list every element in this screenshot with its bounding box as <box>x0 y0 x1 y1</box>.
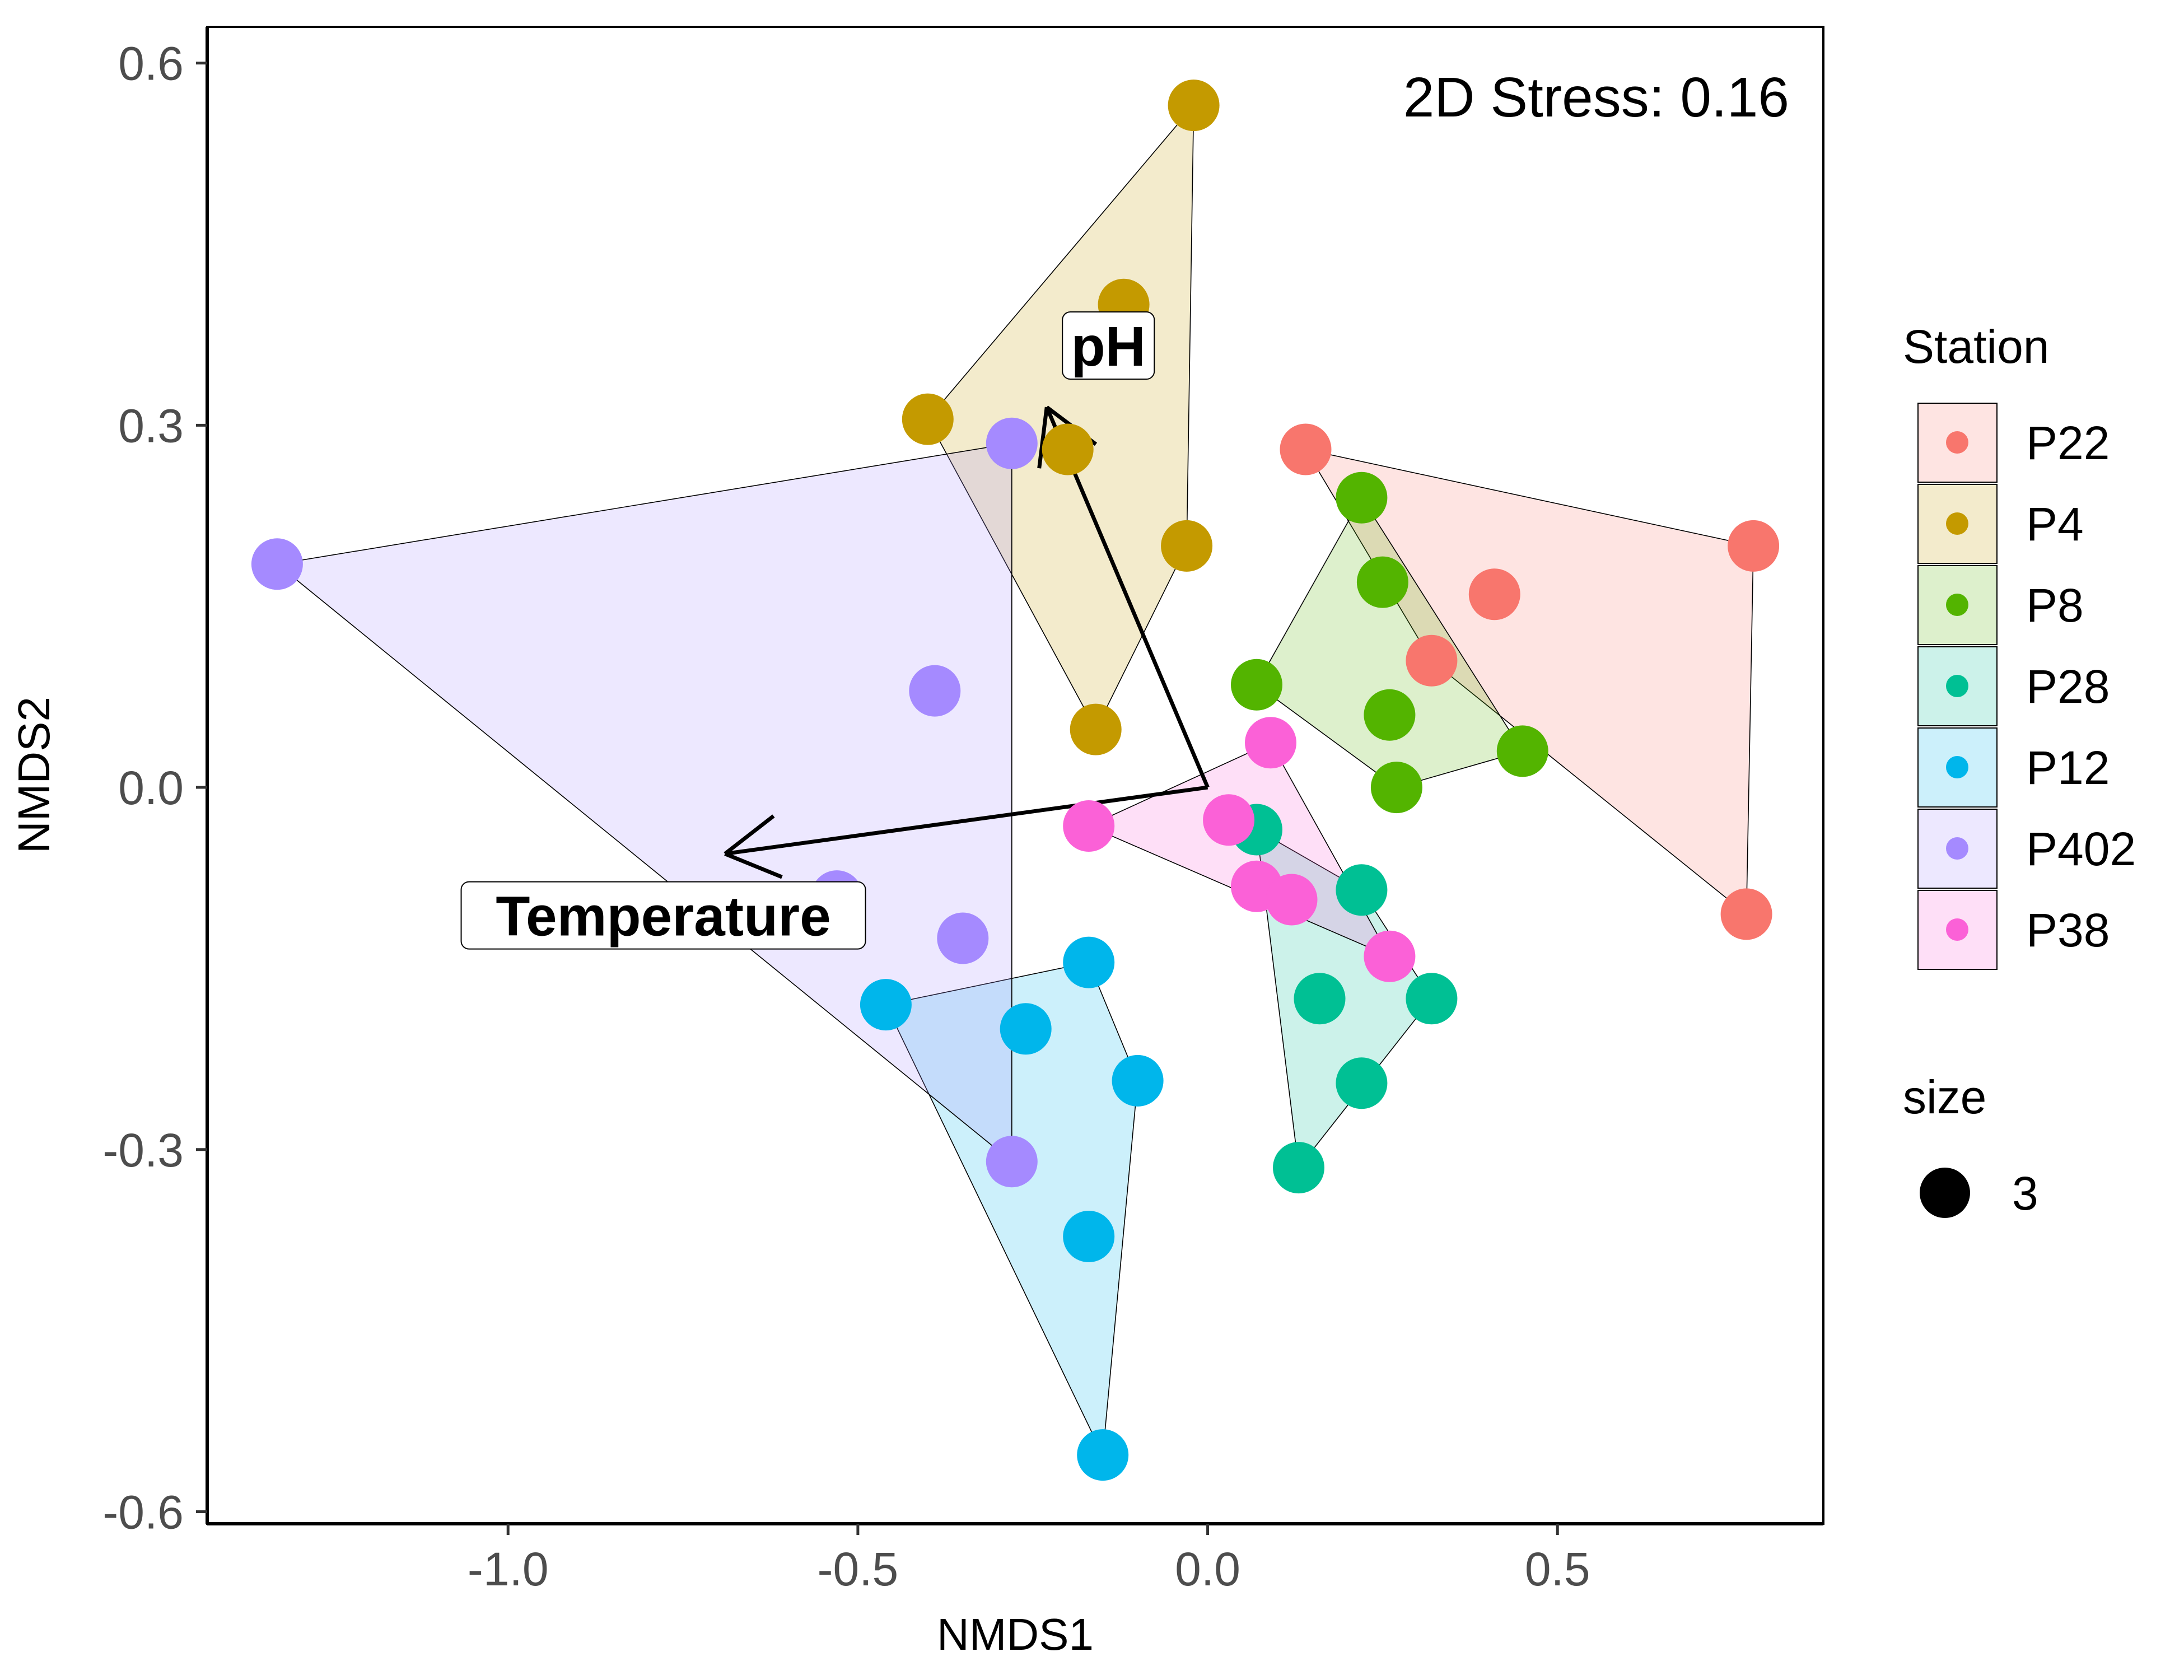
point-p4 <box>1168 80 1220 132</box>
point-p402 <box>986 417 1038 469</box>
legend-label-p12: P12 <box>2026 741 2110 794</box>
point-p28 <box>1336 1057 1388 1109</box>
vector-label-layer: pH Temperature <box>460 311 1155 950</box>
point-p8 <box>1231 659 1282 711</box>
vector-arrowhead-ph <box>1037 407 1049 469</box>
legend-marker-p22 <box>1946 431 1968 454</box>
point-p38 <box>1063 800 1115 852</box>
legend-label-p4: P4 <box>2026 498 2084 550</box>
hull-p38 <box>1088 742 1391 958</box>
point-p28 <box>1336 864 1388 916</box>
y-tick-label: -0.6 <box>102 1486 184 1538</box>
vector-arrowhead-temperature <box>724 814 775 856</box>
point-p402 <box>937 912 989 964</box>
legend-items: P22 P4 P8 P28 P12 P402 P38 <box>1917 402 2136 970</box>
point-p38 <box>1266 874 1318 926</box>
legend-title: Station <box>1903 320 2050 373</box>
point-p38 <box>1245 717 1296 769</box>
point-p12 <box>1063 936 1115 988</box>
legend-marker-p38 <box>1946 918 1968 941</box>
y-tick-label: 0.3 <box>118 399 184 452</box>
point-p28 <box>1273 1142 1324 1194</box>
size-legend-label: 3 <box>2012 1167 2038 1220</box>
legend-item-p22: P22 <box>1917 402 2110 483</box>
legend-label-p22: P22 <box>2026 417 2110 469</box>
x-tick-label: -0.5 <box>818 1543 899 1595</box>
axis-layer: -1.0 -0.5 0.0 0.5 -0.6 -0.3 0.0 0.3 0.6 <box>102 38 1590 1595</box>
size-legend-title: size <box>1903 1071 1986 1123</box>
y-tick-label: 0.6 <box>118 38 184 90</box>
legend-item-p12: P12 <box>1917 727 2110 808</box>
legend-item-p8: P8 <box>1917 564 2084 646</box>
stress-annotation: 2D Stress: 0.16 <box>1403 66 1789 129</box>
point-layer <box>251 80 1780 1481</box>
x-tick-label: -1.0 <box>468 1543 549 1595</box>
vector-label-text-ph: pH <box>1071 315 1146 378</box>
x-tick-label: 0.0 <box>1175 1543 1240 1595</box>
legend: Station P22 P4 P8 P28 P12 P402 P38 size 3 <box>1903 320 2136 1220</box>
point-p402 <box>986 1136 1038 1188</box>
point-p402 <box>909 665 961 717</box>
vector-label-temperature: Temperature <box>460 881 866 950</box>
point-p38 <box>1364 930 1416 982</box>
legend-marker-p8 <box>1946 594 1968 616</box>
legend-item-p402: P402 <box>1917 808 2136 889</box>
point-p4 <box>902 393 954 445</box>
point-p22 <box>1720 888 1772 940</box>
size-legend-key <box>1920 1168 1970 1218</box>
point-p12 <box>1063 1211 1115 1262</box>
point-p38 <box>1203 794 1255 846</box>
point-p22 <box>1280 423 1332 475</box>
legend-marker-p4 <box>1946 512 1968 535</box>
legend-key-p38 <box>1917 890 1998 970</box>
y-tick-label: -0.3 <box>102 1124 184 1177</box>
vector-shaft-temperature <box>725 785 1208 856</box>
legend-marker-p28 <box>1946 675 1968 697</box>
vector-label-ph: pH <box>1062 311 1155 380</box>
point-p12 <box>1112 1054 1164 1107</box>
point-p22 <box>1468 568 1520 620</box>
x-tick-label: 0.5 <box>1525 1543 1590 1595</box>
legend-item-p38: P38 <box>1917 889 2110 970</box>
legend-marker-p402 <box>1946 837 1968 860</box>
legend-item-p28: P28 <box>1917 646 2110 727</box>
point-p8 <box>1336 472 1388 524</box>
point-p12 <box>860 979 912 1031</box>
hull-p402 <box>276 442 1012 1163</box>
legend-item-p4: P4 <box>1917 483 2084 564</box>
legend-label-p38: P38 <box>2026 904 2110 956</box>
point-p402 <box>251 538 303 590</box>
y-tick-label: 0.0 <box>118 762 184 814</box>
legend-label-p28: P28 <box>2026 660 2110 713</box>
point-p8 <box>1370 762 1422 814</box>
legend-label-p402: P402 <box>2026 823 2136 875</box>
point-p8 <box>1496 725 1548 777</box>
vector-temperature <box>724 785 1208 879</box>
point-p4 <box>1070 703 1122 755</box>
point-p8 <box>1356 556 1408 608</box>
point-p22 <box>1728 520 1780 572</box>
point-p12 <box>1000 1003 1052 1055</box>
vector-arrowhead-temperature <box>724 852 783 879</box>
y-axis-title: NMDS2 <box>9 697 59 853</box>
point-p28 <box>1294 973 1346 1025</box>
x-axis-title: NMDS1 <box>937 1609 1094 1659</box>
legend-marker-p12 <box>1946 756 1968 778</box>
point-p8 <box>1364 689 1416 741</box>
hull-layer <box>276 104 1754 1457</box>
point-p28 <box>1406 973 1458 1025</box>
point-p4 <box>1042 423 1094 475</box>
point-p12 <box>1077 1429 1129 1481</box>
point-p22 <box>1406 634 1458 687</box>
point-p4 <box>1161 520 1213 572</box>
legend-label-p8: P8 <box>2026 579 2084 632</box>
vector-label-text-temperature: Temperature <box>496 885 830 948</box>
